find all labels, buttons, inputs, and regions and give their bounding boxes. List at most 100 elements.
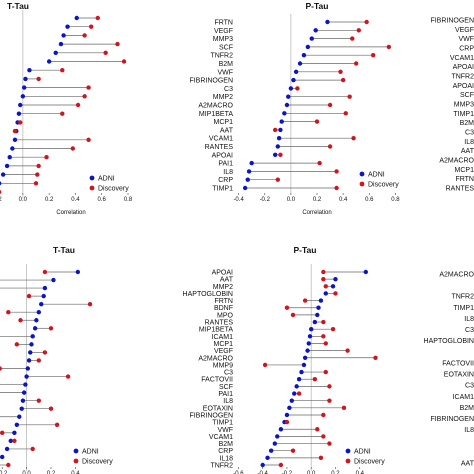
category-label: CRP xyxy=(459,46,474,53)
discovery-point xyxy=(327,441,332,446)
discovery-point xyxy=(36,358,41,363)
discovery-point xyxy=(35,172,40,177)
adni-point xyxy=(272,152,278,157)
legend-discovery-marker xyxy=(89,185,95,191)
adni-point xyxy=(282,111,287,116)
x-tick-label: 0.0 xyxy=(287,197,296,203)
discovery-point xyxy=(314,119,320,124)
adni-point xyxy=(363,269,369,275)
x-tick-label: 0.4 xyxy=(71,471,80,474)
adni-point xyxy=(23,76,28,82)
adni-point xyxy=(29,342,34,347)
adni-point xyxy=(278,427,284,432)
adni-point xyxy=(286,94,291,99)
adni-point xyxy=(301,53,307,58)
category-label: A2MACRO xyxy=(439,158,474,165)
category-label: MIP1BETA xyxy=(199,327,233,334)
x-tick-label: 0.6 xyxy=(365,197,374,203)
category-label: C3 xyxy=(465,383,474,390)
discovery-point xyxy=(33,181,39,186)
discovery-point xyxy=(350,36,355,41)
discovery-point xyxy=(302,298,308,303)
adni-point xyxy=(272,441,278,446)
x-tick-label: -0.6 xyxy=(233,471,244,474)
adni-point xyxy=(36,310,41,315)
adni-point xyxy=(12,137,18,142)
discovery-point xyxy=(82,94,87,99)
discovery-point xyxy=(323,341,328,346)
x-tick-label: -0.4 xyxy=(258,471,269,474)
category-label: TIMP1 xyxy=(212,420,233,427)
discovery-point xyxy=(42,269,48,275)
x-tick-label: 0.8 xyxy=(391,197,400,203)
chart-title: T-Tau xyxy=(7,1,29,11)
adni-point xyxy=(313,28,318,33)
discovery-point xyxy=(321,319,326,325)
adni-point xyxy=(51,277,56,283)
category-label: IL8 xyxy=(464,316,474,323)
adni-point xyxy=(30,334,35,339)
category-label: IL8 xyxy=(464,427,474,434)
discovery-point xyxy=(315,427,320,432)
category-label: A2MACRO xyxy=(439,272,474,279)
category-label: SCF xyxy=(219,44,233,51)
adni-point xyxy=(4,163,10,169)
discovery-point xyxy=(321,412,326,418)
discovery-point xyxy=(327,384,332,389)
discovery-point xyxy=(284,419,290,425)
adni-point xyxy=(4,446,10,452)
category-label: ICAM1 xyxy=(453,394,474,401)
adni-point xyxy=(46,59,52,64)
discovery-point xyxy=(36,76,41,82)
category-label: BDNF xyxy=(214,305,233,312)
discovery-point xyxy=(321,276,326,282)
adni-point xyxy=(299,369,304,375)
legend-discovery-marker xyxy=(345,458,351,464)
discovery-point xyxy=(312,377,318,382)
category-label: VWF xyxy=(217,427,233,434)
category-label: TIMP1 xyxy=(453,111,474,118)
category-label: FRTN xyxy=(455,176,474,183)
panel-bottom-right-partial: A2MACRO TNFR2 TIMP1 IL8 C3 HAPTOGLOBIN FACTOVI… xyxy=(424,272,474,468)
adni-point xyxy=(75,269,81,275)
adni-point xyxy=(245,177,250,182)
category-label: FIBRINOGEN xyxy=(189,78,233,85)
x-tick-label: 0.2 xyxy=(313,197,322,203)
legend-discovery-marker xyxy=(73,458,79,464)
category-label: VWF xyxy=(217,69,233,76)
adni-point xyxy=(7,155,12,160)
legend-adni-marker xyxy=(73,448,79,454)
x-tick-label: 0.0 xyxy=(19,197,28,203)
discovery-point xyxy=(321,434,326,439)
category-label: PAI1 xyxy=(218,391,233,398)
legend-discovery-label: Discovery xyxy=(354,459,385,466)
adni-point xyxy=(287,405,292,411)
category-label: TNFR2 xyxy=(451,294,474,301)
discovery-point xyxy=(89,24,94,29)
adni-point xyxy=(28,350,33,355)
category-label: VCAM1 xyxy=(209,136,233,143)
category-label: IL8 xyxy=(223,398,233,405)
discovery-point xyxy=(341,405,347,411)
legend-adni-marker xyxy=(89,175,95,181)
chart-title: P-Tau xyxy=(294,245,317,255)
category-label: MIP1BETA xyxy=(199,111,233,118)
category-label: FACTOVII xyxy=(201,377,233,384)
adni-point xyxy=(18,102,23,108)
category-label: MMP9 xyxy=(213,362,233,369)
adni-point xyxy=(74,15,79,21)
panel-top-center-p-tau: P-Tau -0.4 -0.2 0.0 0.2 0.4 0.6 0.8 Correlation F… xyxy=(189,1,400,216)
category-label: EOTAXIN xyxy=(203,405,233,412)
discovery-point xyxy=(295,86,300,91)
category-label: FRTN xyxy=(214,298,233,305)
adni-point xyxy=(312,319,318,325)
adni-point xyxy=(0,181,2,186)
adni-point xyxy=(265,455,270,461)
adni-point xyxy=(25,366,31,371)
adni-point xyxy=(61,33,66,38)
category-label: VWF xyxy=(458,36,474,43)
discovery-point xyxy=(48,326,54,331)
discovery-point xyxy=(36,398,41,403)
adni-point xyxy=(242,185,248,191)
adni-point xyxy=(42,285,48,291)
